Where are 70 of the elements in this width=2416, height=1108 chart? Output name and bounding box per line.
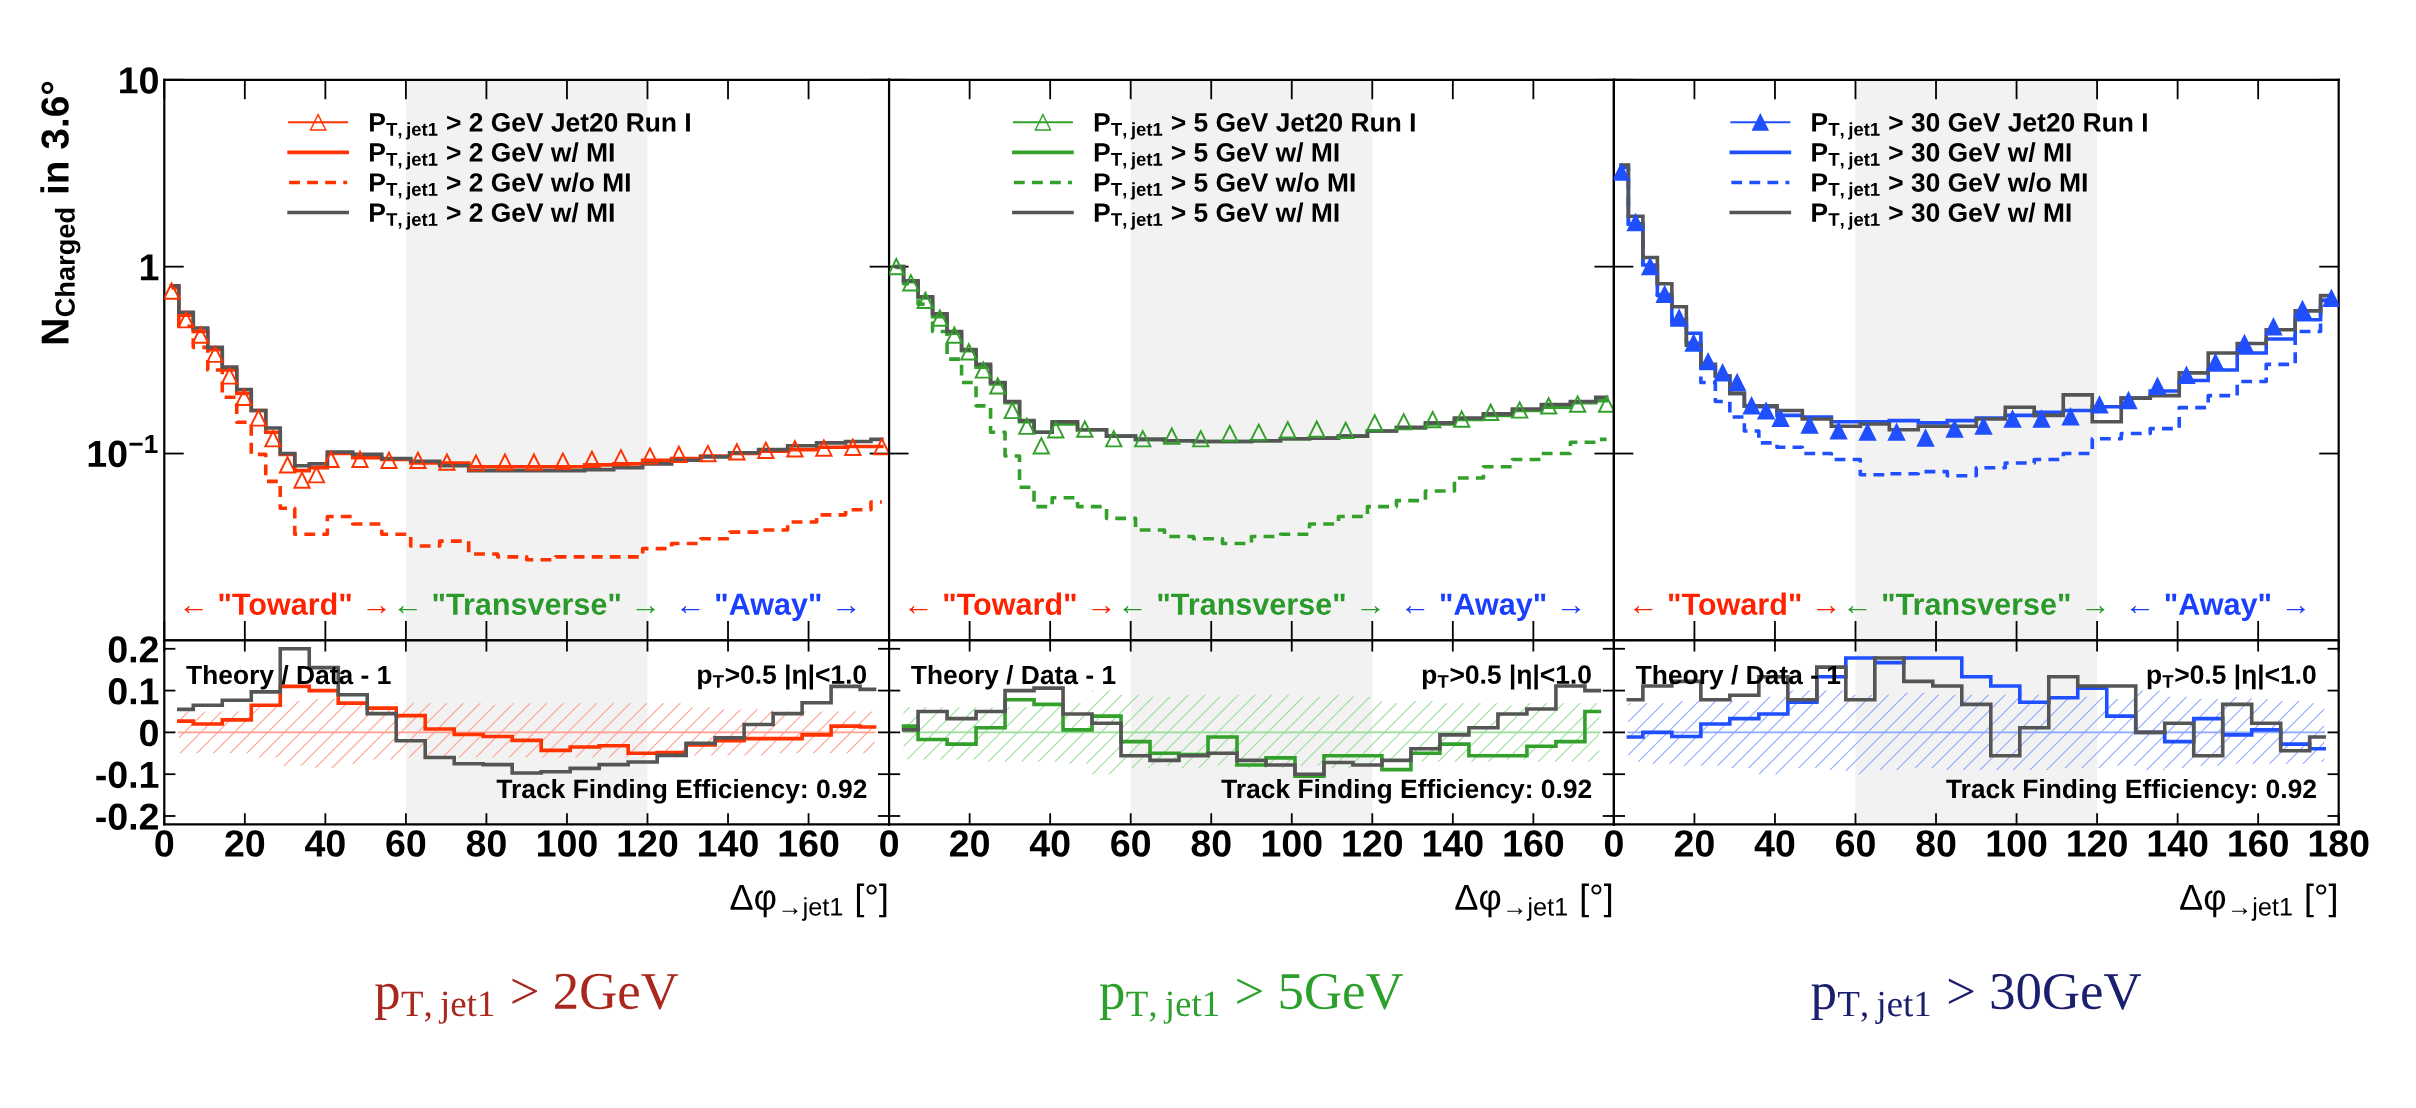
x-tick-label: 180 (2309, 830, 2369, 857)
text: p$_{T,jet1}$ > 5GeV (1099, 973, 1403, 1024)
annotation: ← "Away" → (1406, 593, 1581, 622)
x-tick-label: 140 (699, 830, 758, 857)
y-axis-title: N$_{Charged}$ in 3.6° (40, 81, 81, 344)
y-tick-label: 10 (120, 67, 158, 94)
text: p$_{T,jet1}$ > 30GeV (1811, 973, 2141, 1024)
x-tick-label: 20 (1674, 830, 1714, 857)
x-tick-label: 120 (618, 830, 678, 857)
x-tick-label: 40 (305, 830, 345, 857)
x-tick-label: 40 (1029, 830, 1070, 857)
x-tick-label: 20 (225, 830, 265, 857)
legend-label: P$_{T,jet1}$ > 30 GeV w/ MI (1812, 202, 2071, 230)
x-tick-label: 0 (1604, 830, 1623, 857)
annotation: p$_{T}$>0.5 |η|<1.0 (1422, 664, 1591, 690)
x-tick-label: 60 (1836, 830, 1875, 857)
x-tick-label: 160 (1504, 830, 1564, 857)
x-tick-label: 0 (880, 830, 898, 857)
y-tick-label: 1 (140, 254, 159, 281)
legend-label: P$_{T,jet1}$ > 30 GeV w/ MI (1812, 142, 2071, 170)
x-tick-label: 100 (1262, 830, 1322, 857)
x-axis-title: Δφ$_{→jet1}$ [°] (2180, 883, 2336, 921)
legend-label: P$_{T,jet1}$ > 5 GeV w/ MI (1094, 142, 1339, 170)
x-tick-label: 40 (1754, 830, 1795, 857)
annotation: ← "Toward" → (909, 592, 1111, 615)
x-tick-label: 100 (1987, 830, 2047, 857)
y-tick-label: 0.2 (108, 636, 158, 663)
y-tick-label: 0 (140, 719, 158, 747)
y-tick-label: 10$^{−1}$ (88, 434, 158, 468)
legend-label: P$_{T,jet1}$ > 5 GeV w/ MI (1094, 202, 1339, 230)
x-tick-label: 80 (1191, 830, 1231, 857)
legend-label: P$_{T,jet1}$ > 30 GeV w/o MI (1812, 172, 2087, 200)
x-tick-label: 140 (1423, 830, 1483, 857)
y-tick-label: -0.1 (96, 761, 159, 789)
annotation: ← "Toward" → (184, 592, 386, 615)
annotation: ← "Away" → (2130, 593, 2305, 622)
legend-label: P$_{T,jet1}$ > 5 GeV Jet20 Run I (1094, 113, 1415, 140)
y-tick-label: -0.2 (96, 803, 158, 830)
legend-label: P$_{T,jet1}$ > 2 GeV w/ MI (370, 142, 614, 170)
x-tick-label: 140 (2148, 830, 2208, 857)
x-tick-label: 160 (2229, 830, 2288, 857)
annotation: ← "Transverse" → (1848, 593, 2105, 615)
x-axis-title: Δφ$_{→jet1}$ [°] (730, 883, 887, 921)
x-tick-label: 160 (779, 830, 839, 857)
x-tick-label: 100 (538, 830, 597, 857)
legend-label: P$_{T,jet1}$ > 30 GeV Jet20 Run I (1812, 113, 2147, 140)
legend-label: P$_{T,jet1}$ > 5 GeV w/o MI (1094, 172, 1355, 200)
annotation: Track Finding Efficiency: 0.92 (1221, 778, 1592, 804)
x-axis-title: Δφ$_{→jet1}$ [°] (1455, 883, 1612, 921)
legend-label: P$_{T,jet1}$ > 2 GeV Jet20 Run I (370, 113, 690, 140)
x-tick-label: 120 (1343, 830, 1403, 857)
x-tick-label: 120 (2068, 830, 2127, 857)
annotation: ← "Away" → (681, 593, 856, 622)
annotation: Track Finding Efficiency: 0.92 (1946, 778, 2316, 804)
x-tick-label: 60 (1111, 830, 1151, 857)
y-tick-label: 0.1 (108, 677, 159, 705)
legend-label: P$_{T,jet1}$ > 2 GeV w/ MI (370, 202, 614, 230)
annotation: ← "Toward" → (1634, 592, 1836, 615)
annotation: ← "Transverse" → (1123, 593, 1380, 615)
annotation: Track Finding Efficiency: 0.92 (496, 778, 867, 804)
annotation: p$_{T}$>0.5 |η|<1.0 (698, 664, 867, 690)
legend-label: P$_{T,jet1}$ > 2 GeV w/o MI (370, 172, 630, 200)
x-tick-label: 60 (386, 830, 426, 857)
annotation: p$_{T}$>0.5 |η|<1.0 (2147, 664, 2316, 690)
x-tick-label: 80 (1916, 830, 1956, 857)
text: p$_{T,jet1}$ > 2GeV (375, 973, 679, 1024)
annotation: Theory / Data - 1 (911, 664, 1116, 690)
x-tick-label: 20 (950, 830, 989, 857)
x-tick-label: 80 (466, 830, 506, 857)
annotation: ← "Transverse" → (398, 593, 655, 615)
